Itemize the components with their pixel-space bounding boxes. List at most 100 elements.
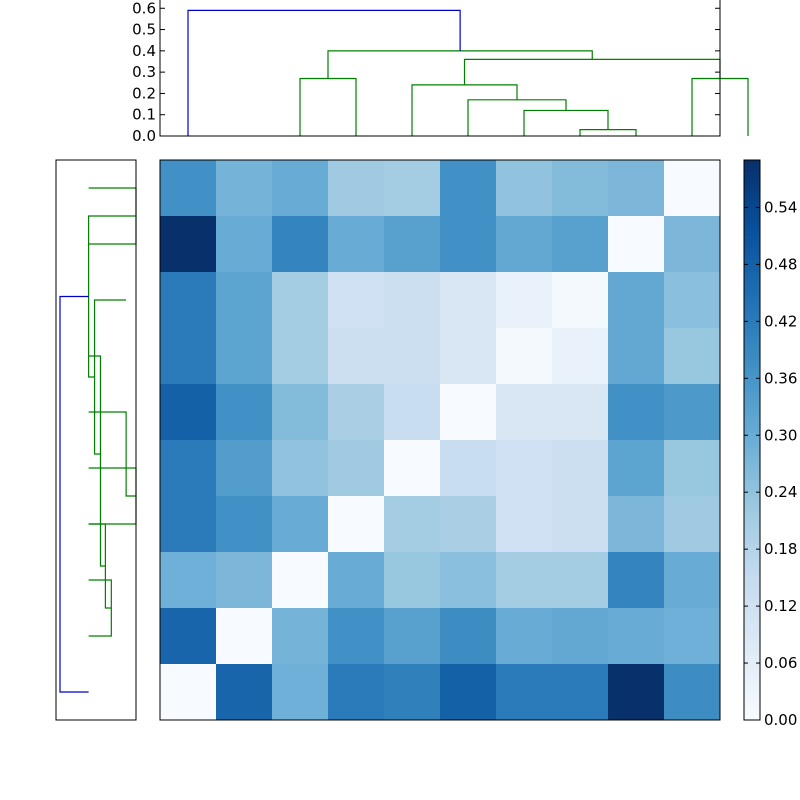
heatmap-cell	[552, 384, 609, 441]
heatmap-cell	[216, 160, 273, 217]
heatmap-cell	[440, 272, 497, 329]
top-dendrogram: 0.0 0.1 0.2 0.3 0.4 0.5 0.6	[132, 0, 749, 145]
heatmap-cell	[160, 608, 217, 665]
colorbar-segment	[744, 572, 760, 577]
colorbar-segment	[744, 544, 760, 549]
colorbar-segment	[744, 656, 760, 661]
colorbar-segment	[744, 376, 760, 381]
colorbar-segment	[744, 332, 760, 337]
heatmap-cell	[216, 384, 273, 441]
colorbar-segment	[744, 228, 760, 233]
colorbar-segment	[744, 300, 760, 305]
colorbar-segment	[744, 372, 760, 377]
heatmap-cell	[664, 440, 721, 497]
colorbar-segment	[744, 680, 760, 685]
colorbar-segment	[744, 468, 760, 473]
colorbar-segment	[744, 604, 760, 609]
left-dendrogram-link	[93, 299, 127, 455]
top-dendrogram-frame	[159, 0, 721, 137]
colorbar-segment	[744, 620, 760, 625]
left-dendrogram-link	[88, 579, 112, 637]
heatmap-frame	[159, 159, 721, 721]
heatmap-cell	[160, 272, 217, 329]
colorbar-segment	[744, 412, 760, 417]
colorbar-segment	[744, 348, 760, 353]
colorbar-segment	[744, 580, 760, 585]
heatmap-cell	[496, 216, 553, 273]
heatmap-cell	[328, 216, 385, 273]
colorbar-segment	[744, 612, 760, 617]
heatmap-cell	[328, 160, 385, 217]
heatmap-cell	[160, 664, 217, 721]
heatmap-cell	[440, 328, 497, 385]
heatmap-cell	[552, 552, 609, 609]
colorbar-segment	[744, 516, 760, 521]
colorbar-segment	[744, 464, 760, 469]
colorbar-segment	[744, 344, 760, 349]
colorbar-tick-label: 0.00	[764, 711, 797, 729]
colorbar-segment	[744, 564, 760, 569]
heatmap-cell	[216, 328, 273, 385]
heatmap-cell	[216, 664, 273, 721]
heatmap-cell	[160, 440, 217, 497]
colorbar-segment	[744, 312, 760, 317]
heatmap-cell	[552, 272, 609, 329]
heatmap-cell	[552, 328, 609, 385]
colorbar-segment	[744, 216, 760, 221]
top-dendrogram-link	[579, 129, 637, 136]
colorbar-segment	[744, 480, 760, 485]
colorbar-segment	[744, 224, 760, 229]
heatmap-cell	[272, 608, 329, 665]
colorbar-segment	[744, 368, 760, 373]
heatmap-cell	[272, 496, 329, 553]
heatmap-cell	[272, 216, 329, 273]
colorbar-segment	[744, 592, 760, 597]
heatmap-cell	[608, 664, 665, 721]
heatmap-cell	[608, 496, 665, 553]
colorbar-segment	[744, 160, 760, 165]
left-dendrogram-frame	[55, 159, 137, 721]
colorbar-segment	[744, 324, 760, 329]
colorbar-segment	[744, 452, 760, 457]
colorbar-segment	[744, 712, 760, 717]
colorbar-segment	[744, 648, 760, 653]
heatmap-cell	[216, 552, 273, 609]
heatmap-cell	[608, 216, 665, 273]
heatmap-cell	[384, 328, 441, 385]
colorbar-segment	[744, 484, 760, 489]
heatmap-cell	[440, 552, 497, 609]
heatmap-cell	[440, 384, 497, 441]
heatmap-cell	[664, 664, 721, 721]
colorbar-segment	[744, 176, 760, 181]
heatmap-cell	[272, 664, 329, 721]
colorbar-tick-label: 0.12	[764, 597, 797, 615]
heatmap-cell	[160, 384, 217, 441]
heatmap-cell	[384, 384, 441, 441]
left-dendrogram-link	[88, 355, 106, 567]
colorbar-segment	[744, 276, 760, 281]
colorbar-segment	[744, 636, 760, 641]
colorbar-segment	[744, 476, 760, 481]
heatmap-cell	[664, 496, 721, 553]
top-dendrogram-ytick-label: 0.1	[132, 106, 156, 124]
colorbar-tick-label: 0.30	[764, 426, 797, 444]
colorbar-segment	[744, 336, 760, 341]
colorbar-segment	[744, 624, 760, 629]
heatmap-cell	[440, 160, 497, 217]
colorbar-segment	[744, 208, 760, 213]
heatmap-cell	[272, 272, 329, 329]
top-dendrogram-ytick-label: 0.2	[132, 84, 156, 102]
heatmap-cell	[384, 608, 441, 665]
colorbar-tick-label: 0.54	[764, 198, 797, 216]
heatmap-cell	[216, 608, 273, 665]
heatmap-cell	[496, 160, 553, 217]
colorbar-segment	[744, 600, 760, 605]
top-dendrogram-ytick-label: 0.0	[132, 127, 156, 145]
colorbar-segment	[744, 568, 760, 573]
heatmap-cell	[216, 216, 273, 273]
colorbar-segment	[744, 416, 760, 421]
distance-heatmap	[159, 159, 721, 721]
heatmap-cell	[608, 552, 665, 609]
colorbar-segment	[744, 440, 760, 445]
colorbar-segment	[744, 320, 760, 325]
